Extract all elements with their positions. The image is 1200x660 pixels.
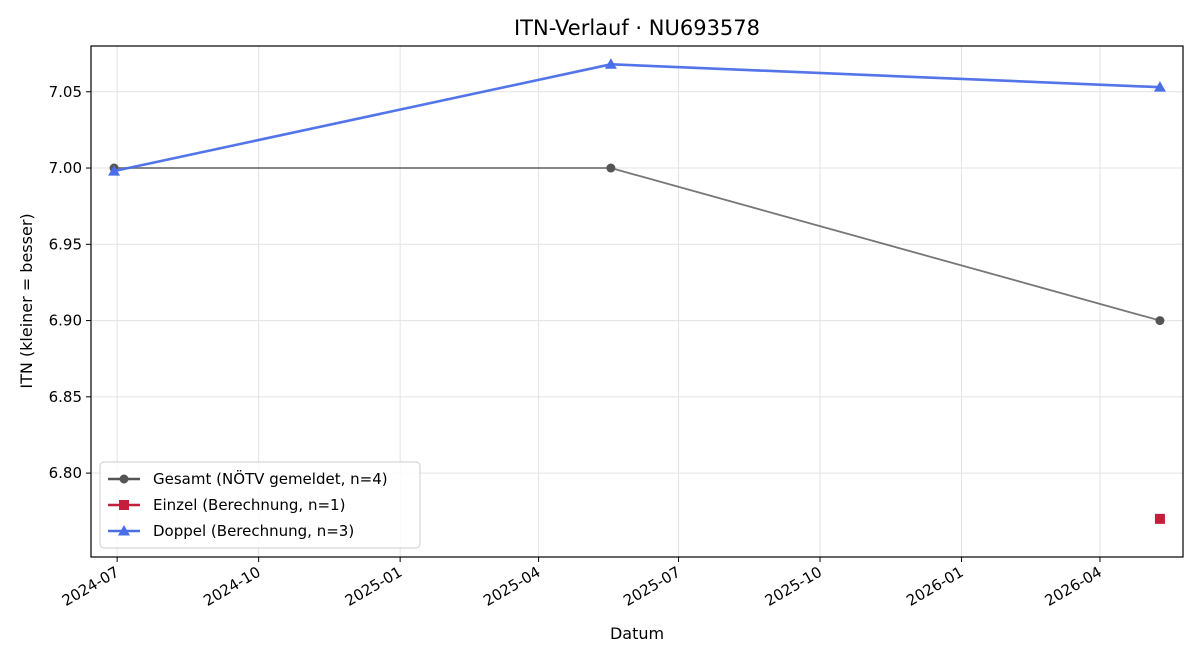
y-tick-label: 6.95 [49,235,82,253]
x-tick-label: 2025-10 [762,563,825,610]
data-point [108,165,121,176]
x-tick-label: 2026-01 [903,563,966,610]
y-tick-label: 6.85 [49,388,82,406]
series-layer [108,58,1166,524]
legend-entry: Einzel (Berechnung, n=1) [108,496,345,514]
grid-lines [91,46,1183,557]
legend-label: Gesamt (NÖTV gemeldet, n=4) [153,469,388,488]
x-tick-label: 2024-07 [59,563,122,610]
plot-frame [90,45,1184,558]
data-point [1154,513,1165,524]
legend-marker [119,474,129,484]
legend-marker [119,500,129,510]
data-point [1155,316,1165,326]
x-tick-label: 2025-04 [480,563,543,610]
y-tick-label: 6.80 [49,464,82,482]
legend-box [99,461,421,549]
data-point [1153,81,1166,92]
series-square [1154,513,1165,524]
y-tick-label: 7.05 [49,83,82,101]
y-tick-label: 7.00 [49,159,82,177]
x-tick-label: 2024-10 [200,563,263,610]
x-axis-label: Datum [610,624,664,643]
legend-entry: Gesamt (NÖTV gemeldet, n=4) [108,469,388,488]
series-triangle [108,58,1166,176]
y-axis-label: ITN (kleiner = besser) [17,213,36,388]
data-point [604,58,617,69]
x-axis: 2024-07 2024-10 2025-01 2025-04 2025-07 2025-… [59,557,1105,610]
data-point [606,163,616,173]
legend-marker [118,525,130,536]
y-axis: 6.80 6.85 6.90 6.95 7.00 7.05 [49,83,91,482]
legend-entry: Doppel (Berechnung, n=3) [108,522,354,540]
series-line [113,63,1160,173]
legend-label: Doppel (Berechnung, n=3) [153,522,354,540]
legend-label: Einzel (Berechnung, n=1) [153,496,345,514]
x-tick-label: 2026-04 [1042,563,1105,610]
x-tick-label: 2025-01 [342,563,405,610]
legend: Gesamt (NÖTV gemeldet, n=4) Einzel (Berec… [99,461,421,549]
x-tick-label: 2025-07 [620,563,683,610]
y-tick-label: 6.90 [49,312,82,330]
chart-title: ITN-Verlauf · NU693578 [514,16,760,40]
